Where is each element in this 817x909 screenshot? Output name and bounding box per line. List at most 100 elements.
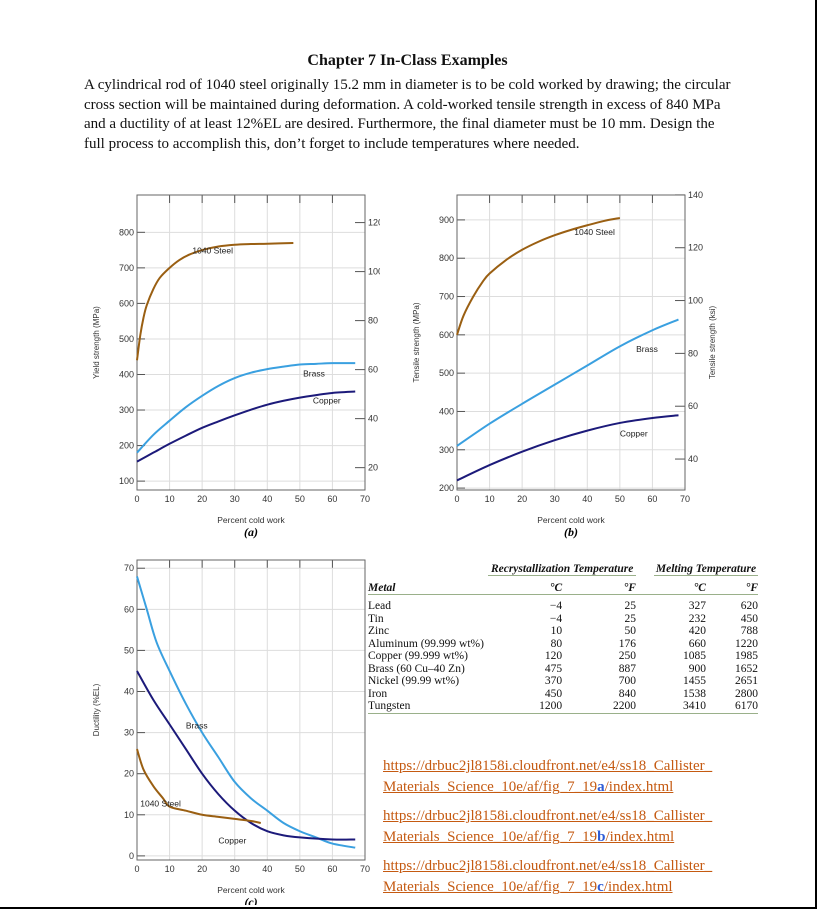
x-tick-label: 50 [295,864,305,874]
table-cell: 788 [740,625,758,637]
table-cell: Tin [368,612,384,625]
table-cell: Zinc [368,625,390,637]
y-tick-label: 700 [119,263,134,273]
x-tick-label: 60 [327,864,337,874]
x-tick-label: 0 [134,494,139,504]
series-label: Brass [186,720,208,730]
column-header: Metal [368,581,396,594]
series-label: Brass [636,344,658,354]
table-cell: 232 [688,612,706,625]
y-tick-label: 700 [439,292,454,302]
table-cell: 420 [688,625,706,637]
y-tick-label: 200 [439,483,454,493]
table-cell: 2200 [612,700,636,712]
x-tick-label: 50 [615,494,625,504]
table-cell: Brass (60 Cu–40 Zn) [368,662,465,675]
y-tick-label: 400 [119,369,134,379]
y-axis-label: Tensile strength (MPa) [412,302,421,382]
table-cell: 1652 [735,662,758,675]
table-cell: 1085 [682,650,706,662]
x-tick-label: 10 [165,494,175,504]
y2-tick-label: 40 [688,454,698,464]
table-row: Brass (60 Cu–40 Zn) 475 887 900 1652 [368,663,758,676]
table-cell: 660 [688,637,706,650]
y-axis-label: Ductility (%EL) [92,683,101,736]
table-row: Nickel (99.99 wt%) 370 700 1455 2651 [368,675,758,688]
x-tick-label: 70 [360,494,370,504]
y2-tick-label: 120 [368,218,380,228]
table-cell: 450 [740,612,758,625]
series-line-brass [136,576,356,849]
table-cell: 1985 [735,650,758,662]
x-tick-label: 30 [230,494,240,504]
table-cell: 2800 [735,687,758,700]
link-text: Materials_Science_10e/af/fig_7_19 [383,879,598,895]
table-row: Tungsten 1200 2200 3410 6170 [368,700,758,713]
series-line-copper [456,414,679,482]
x-tick-label: 0 [134,864,139,874]
figure-link[interactable]: https://drbuc2jl8158i.cloudfront.net/e4/… [383,758,712,795]
table-cell: 3410 [682,700,706,712]
table-cell: 370 [544,675,563,687]
y-tick-label: 900 [439,215,454,225]
x-tick-label: 10 [165,864,175,874]
table-cell: 176 [618,637,636,650]
figure-link[interactable]: https://drbuc2jl8158i.cloudfront.net/e4/… [383,808,712,845]
table-row: Zinc 10 50 420 788 [368,625,758,638]
series-label: Copper [218,836,246,846]
y-tick-label: 10 [124,810,134,820]
link-text: https://drbuc2jl8158i.cloudfront.net/e4/… [383,758,713,774]
plot-frame [136,559,366,861]
table-cell: 475 [544,662,563,675]
link-key: a [597,779,605,795]
link-text: /index.html [604,779,674,795]
link-text: https://drbuc2jl8158i.cloudfront.net/e4/… [383,808,713,824]
y-tick-label: 30 [124,728,134,738]
table-cell: 1455 [682,675,706,687]
x-tick-label: 60 [647,494,657,504]
table-cell: 25 [624,612,636,625]
y2-tick-label: 60 [368,365,378,375]
link-text: /index.html [603,879,673,895]
x-tick-label: 30 [550,494,560,504]
y2-axis-label: Tensile strength (ksi) [708,305,717,379]
y-tick-label: 70 [124,563,134,573]
series-label: 1040 Steel [140,799,181,809]
table-cell: 700 [618,675,636,687]
series-label: Copper [620,428,648,438]
column-header: °C [549,582,563,594]
group-header-recrystallization: Recrystallization Temperature [488,563,636,576]
y-tick-label: 100 [119,476,134,486]
table-cell: 840 [618,687,636,700]
chart-ductility: 0 10 20 30 40 50 60 70 0 10 20 30 40 50 60 70 Percent co… [92,559,370,905]
y2-tick-label: 140 [688,190,703,200]
table-cell: Iron [368,687,388,700]
reference-links: https://drbuc2jl8158i.cloudfront.net/e4/… [383,756,712,906]
x-tick-label: 0 [454,494,459,504]
x-tick-label: 40 [262,864,272,874]
y-axis-label: Yield strength (MPa) [92,306,101,379]
y-tick-label: 600 [119,298,134,308]
x-tick-label: 70 [680,494,690,504]
table-cell: 25 [624,600,636,612]
series-label: 1040 Steel [192,246,233,256]
table-cell: 1220 [735,637,758,650]
table-cell: 327 [688,600,706,612]
y2-tick-label: 60 [688,401,698,411]
x-tick-label: 60 [327,494,337,504]
x-tick-label: 20 [517,494,527,504]
table-cell: 2651 [735,675,758,687]
table-cell: 80 [550,637,563,650]
figure-link[interactable]: https://drbuc2jl8158i.cloudfront.net/e4/… [383,858,712,895]
series-label: Copper [313,396,341,406]
x-tick-label: 20 [197,864,207,874]
column-header: °F [745,582,758,594]
y-tick-label: 400 [439,406,454,416]
chart-tensile-strength: 0 10 20 30 40 50 60 70 200 300 400 500 600 700 800 900 4… [412,190,717,539]
table-row: Aluminum (99.999 wt%) 80 176 660 1220 [368,638,758,651]
page-title: Chapter 7 In-Class Examples [307,52,508,69]
table-cell: 10 [550,625,563,637]
table-row: Iron 450 840 1538 2800 [368,688,758,701]
series-line-brass [456,318,679,447]
